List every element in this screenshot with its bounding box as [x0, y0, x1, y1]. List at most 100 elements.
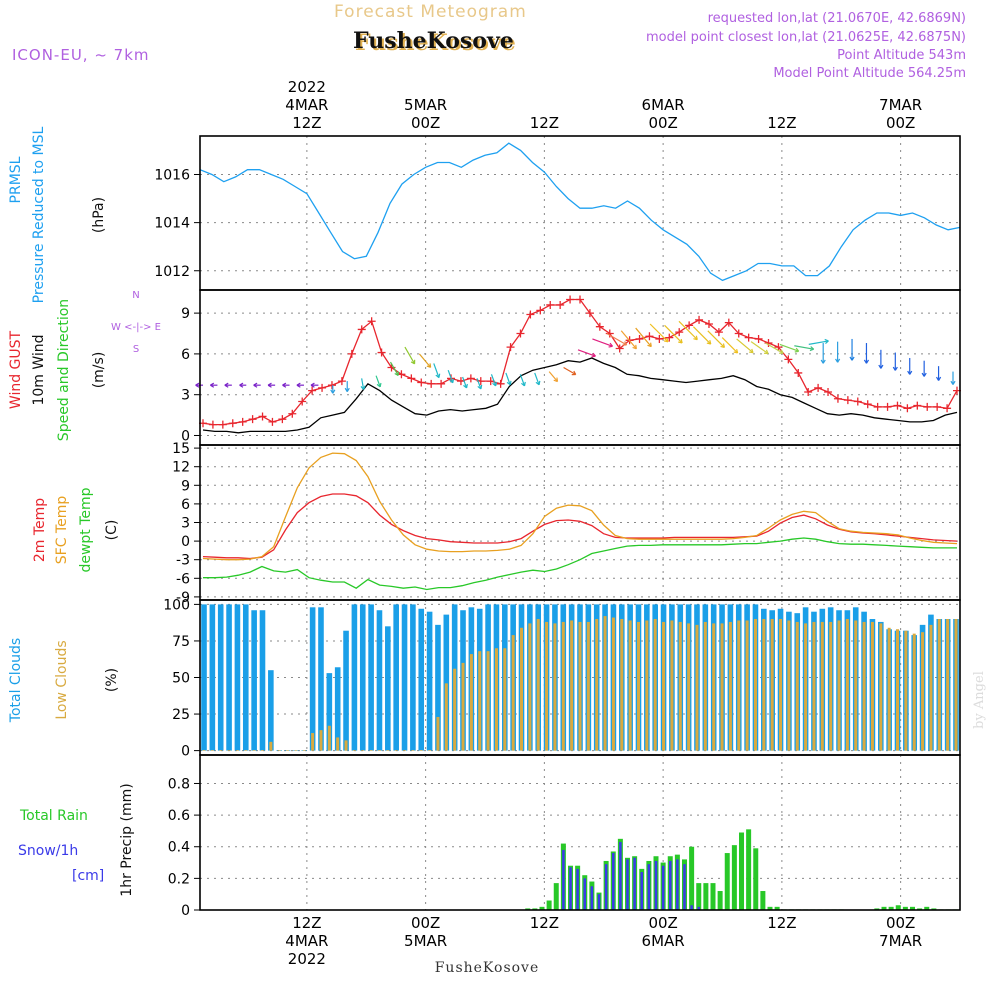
y-tick-label: 0	[181, 534, 190, 550]
wind-vector	[692, 326, 712, 345]
gust-marker	[675, 328, 684, 337]
series-line-sfc-temp	[202, 452, 958, 561]
bar-low-clouds	[352, 750, 356, 751]
bar-low-clouds	[252, 750, 256, 751]
time-hour-label: 12Z	[767, 914, 796, 932]
gust-marker	[298, 397, 307, 406]
gust-marker	[784, 355, 793, 364]
wind-vector	[505, 372, 511, 386]
time-date-label: 7MAR	[879, 932, 922, 950]
gust-marker	[308, 386, 317, 395]
gust-marker	[516, 329, 525, 338]
y-axis-label: Total Clouds	[8, 638, 24, 723]
bar-total-clouds	[268, 670, 274, 751]
wind-vector	[750, 341, 769, 355]
bar-total-clouds	[393, 604, 399, 751]
bar-low-clouds	[469, 654, 473, 751]
bar-low-clouds	[762, 619, 766, 751]
wind-vector-head	[330, 389, 336, 394]
bar-low-clouds	[603, 616, 607, 751]
wind-vector	[476, 378, 482, 390]
bar-total-clouds	[376, 610, 383, 751]
gust-marker	[744, 333, 753, 342]
gust-marker	[595, 322, 604, 331]
bar-low-clouds	[361, 750, 365, 751]
bar-total-clouds	[259, 610, 266, 751]
bar-snow-1h	[612, 853, 615, 910]
bar-low-clouds	[377, 750, 381, 751]
bar-low-clouds	[703, 621, 707, 751]
panel-clouds: 0 25 50 75 100 Total Clouds Low Clouds (%)	[8, 597, 961, 760]
wind-vector	[534, 372, 540, 386]
time-hour-label: 00Z	[648, 114, 677, 132]
y-tick-label: 0	[181, 903, 190, 919]
wind-vector	[447, 370, 454, 383]
bar-snow-1h	[576, 868, 579, 910]
wind-vector-head	[426, 363, 432, 368]
bar-low-clouds	[929, 624, 933, 751]
wind-vector-head	[394, 371, 399, 376]
y-tick-label: 3	[181, 388, 190, 404]
gust-marker	[814, 383, 823, 392]
wind-vector	[418, 353, 432, 368]
wind-vector-head	[571, 370, 577, 376]
bar-low-clouds	[937, 619, 941, 751]
y-axis-label: 2m Temp	[32, 498, 48, 562]
bar-snow-1h	[654, 860, 658, 910]
requested-coords: requested lon,lat (21.0670E, 42.6869N)	[708, 11, 966, 26]
wind-vector	[577, 349, 596, 357]
gust-marker	[794, 368, 803, 377]
bar-low-clouds	[620, 619, 624, 751]
bar-total-clouds	[410, 604, 416, 751]
series-line-prmsl	[199, 142, 961, 282]
bar-low-clouds	[611, 617, 615, 751]
y-axis-label: 10m Wind	[31, 334, 47, 405]
bar-snow-1h	[669, 860, 672, 910]
bar-low-clouds	[887, 627, 891, 751]
gust-marker	[238, 417, 247, 426]
y-tick-label: 0.8	[168, 776, 190, 792]
bar-snow-1h	[690, 905, 693, 910]
bar-total-rain	[724, 853, 730, 910]
y-tick-label: 3	[181, 516, 190, 532]
bar-low-clouds	[787, 620, 791, 751]
gust-marker	[407, 374, 416, 383]
gust-marker	[576, 295, 584, 304]
gust-marker	[466, 374, 475, 383]
y-tick-label: 50	[172, 671, 190, 687]
gust-marker	[754, 334, 763, 343]
bar-low-clouds	[921, 632, 925, 751]
gust-marker	[377, 348, 386, 357]
y-axis-label: Total Rain	[19, 808, 88, 824]
bar-total-clouds	[426, 611, 433, 751]
bar-low-clouds	[879, 623, 883, 751]
gust-marker	[853, 397, 862, 406]
wind-vector-head	[553, 377, 559, 383]
bar-total-rain	[539, 906, 545, 910]
gust-marker	[427, 379, 436, 388]
bar-total-clouds	[226, 604, 232, 751]
y-tick-label: 6	[181, 497, 190, 513]
y-tick-label: 1016	[154, 168, 190, 184]
bar-total-clouds	[242, 604, 249, 751]
bar-snow-1h	[633, 857, 636, 910]
bar-low-clouds	[520, 627, 524, 751]
bar-low-clouds	[503, 648, 507, 751]
wind-vector-head	[892, 366, 898, 371]
wind-vector-head	[809, 346, 815, 352]
gust-marker	[933, 402, 942, 411]
bar-low-clouds	[845, 619, 849, 751]
wind-vector-head	[449, 378, 455, 384]
wind-vector-head	[835, 358, 841, 363]
y-tick-label: 0.6	[168, 808, 190, 824]
bar-low-clouds	[770, 619, 774, 751]
gust-marker	[347, 349, 356, 358]
bar-total-rain	[910, 906, 915, 910]
time-hour-label: 00Z	[411, 914, 440, 932]
bar-low-clouds	[870, 621, 874, 751]
bar-low-clouds	[753, 619, 757, 751]
wind-vector-head	[435, 373, 441, 379]
bar-low-clouds	[745, 620, 749, 751]
bar-low-clouds	[570, 620, 574, 751]
wind-vector-head	[678, 338, 683, 344]
